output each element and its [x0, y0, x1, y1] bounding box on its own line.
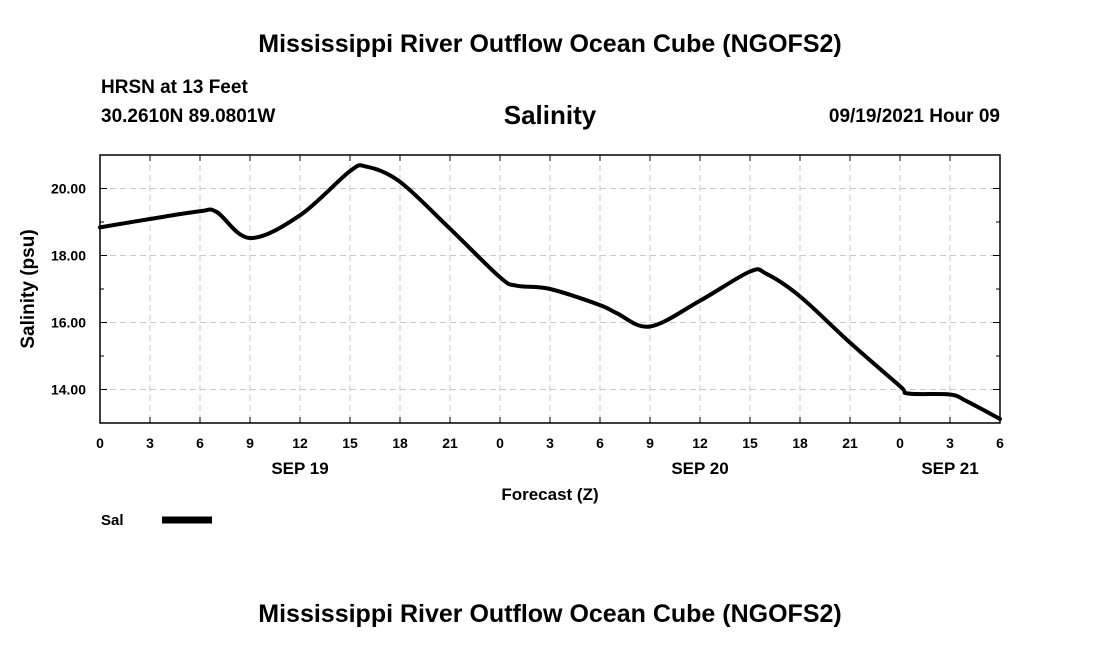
x-tick-label: 12 — [692, 435, 708, 451]
chart-top-title: Mississippi River Outflow Ocean Cube (NG… — [258, 30, 842, 58]
x-tick-label: 18 — [392, 435, 408, 451]
series-line-sal — [98, 163, 1002, 421]
x-tick-label: 6 — [196, 435, 204, 451]
x-tick-label: 0 — [896, 435, 904, 451]
legend-label-sal: Sal — [101, 512, 124, 529]
x-tick-label: 6 — [996, 435, 1004, 451]
axis-ticks — [99, 154, 1001, 424]
x-tick-label: 9 — [246, 435, 254, 451]
y-tick-label: 18.00 — [51, 248, 86, 264]
chart-grid — [100, 155, 1000, 423]
date-label: SEP 21 — [921, 459, 978, 478]
x-tick-label: 12 — [292, 435, 308, 451]
x-tick-label: 3 — [146, 435, 154, 451]
y-tick-label: 14.00 — [51, 382, 86, 398]
tick-labels: 0 3 6 9 12 15 18 21 0 3 6 9 12 15 18 21 0 3 6 14.00 16.00 18.… — [51, 181, 1004, 479]
x-tick-label: 15 — [342, 435, 358, 451]
x-axis-label: Forecast (Z) — [501, 485, 598, 504]
date-label: SEP 19 — [271, 459, 328, 478]
x-tick-label: 18 — [792, 435, 808, 451]
x-tick-label: 6 — [596, 435, 604, 451]
x-tick-label: 3 — [546, 435, 554, 451]
x-tick-label: 3 — [946, 435, 954, 451]
x-tick-label: 15 — [742, 435, 758, 451]
x-tick-label: 9 — [646, 435, 654, 451]
forecast-datetime: 09/19/2021 Hour 09 — [828, 106, 1000, 127]
date-label: SEP 20 — [671, 459, 728, 478]
x-tick-label: 0 — [496, 435, 504, 451]
x-tick-label: 0 — [96, 435, 104, 451]
chart-subtitle: Salinity — [503, 100, 597, 130]
station-label: HRSN at 13 Feet — [101, 77, 248, 98]
y-tick-label: 20.00 — [51, 181, 86, 197]
station-coordinates: 30.2610N 89.0801W — [101, 106, 276, 127]
y-tick-label: 16.00 — [51, 315, 86, 331]
x-tick-label: 21 — [842, 435, 858, 451]
chart-bottom-title: Mississippi River Outflow Ocean Cube (NG… — [258, 600, 842, 628]
x-tick-label: 21 — [442, 435, 458, 451]
y-axis-label: Salinity (psu) — [18, 229, 39, 348]
plot-frame — [99, 154, 1001, 424]
